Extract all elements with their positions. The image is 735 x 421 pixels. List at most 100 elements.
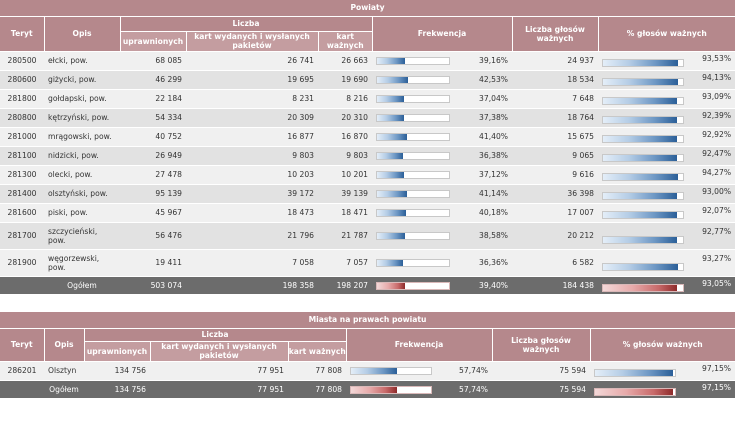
cell-teryt: 281900 <box>0 249 44 277</box>
header-pct-waznych: % głosów ważnych <box>598 16 735 52</box>
cell-frekwencja: 57,74% <box>436 361 492 381</box>
cell-kart-wydanych: 20 309 <box>186 108 318 128</box>
cell-glosow-waznych: 9 616 <box>512 165 598 185</box>
cell-pct: 92,92% <box>702 130 732 139</box>
header-glosow-waznych: Liczba głosów ważnych <box>512 16 599 52</box>
header-frekwencja: Frekwencja <box>372 16 513 52</box>
m-total-kart-waznych: 77 808 <box>288 380 346 398</box>
cell-kart-waznych: 19 690 <box>318 70 372 90</box>
cell-kart-wydanych: 18 473 <box>186 203 318 223</box>
cell-kart-waznych: 77 808 <box>288 361 346 381</box>
cell-frekwencja: 41,40% <box>454 127 512 147</box>
cell-teryt: 281400 <box>0 184 44 204</box>
cell-opis: gołdapski, pow. <box>44 89 120 109</box>
m-header-pct-waznych: % głosów ważnych <box>590 328 735 362</box>
pct-bar <box>602 154 684 162</box>
table-row: 281600 piski, pow. 45 967 18 473 18 471 40,18… <box>0 203 735 223</box>
cell-glosow-waznych: 36 398 <box>512 184 598 204</box>
cell-kart-waznych: 18 471 <box>318 203 372 223</box>
frekwencja-bar <box>376 171 450 179</box>
cell-glosow-waznych: 6 582 <box>512 249 598 277</box>
cell-kart-waznych: 21 787 <box>318 222 372 250</box>
cell-pct: 92,47% <box>702 149 732 158</box>
table-row: 280800 kętrzyński, pow. 54 334 20 309 20 310… <box>0 108 735 128</box>
powiaty-title: Powiaty <box>0 0 735 17</box>
cell-frekwencja: 38,58% <box>454 222 512 250</box>
cell-kart-waznych: 7 057 <box>318 249 372 277</box>
cell-teryt: 280500 <box>0 51 44 71</box>
cell-frekwencja: 41,14% <box>454 184 512 204</box>
cell-glosow-waznych: 9 065 <box>512 146 598 166</box>
frekwencja-bar <box>376 57 450 65</box>
cell-pct: 93,00% <box>702 187 732 196</box>
cell-opis: kętrzyński, pow. <box>44 108 120 128</box>
cell-opis: węgorzewski, pow. <box>44 249 120 277</box>
cell-uprawnionych: 56 476 <box>120 222 186 250</box>
cell-kart-wydanych: 9 803 <box>186 146 318 166</box>
cell-uprawnionych: 68 085 <box>120 51 186 71</box>
table-row: 280600 giżycki, pow. 46 299 19 695 19 690 42,… <box>0 70 735 90</box>
cell-frekwencja: 36,36% <box>454 249 512 277</box>
cell-kart-wydanych: 21 796 <box>186 222 318 250</box>
cell-glosow-waznych: 24 937 <box>512 51 598 71</box>
table-row: 281700 szczycieński, pow. 56 476 21 796 21 7… <box>0 222 735 250</box>
cell-glosow-waznych: 75 594 <box>492 361 590 381</box>
cell-opis: nidzicki, pow. <box>44 146 120 166</box>
cell-pct: 94,13% <box>702 73 732 82</box>
cell-uprawnionych: 134 756 <box>84 361 150 381</box>
m-total-glosow-waznych: 75 594 <box>492 380 590 398</box>
cell-frekwencja: 36,38% <box>454 146 512 166</box>
header-opis: Opis <box>44 16 121 52</box>
pct-bar <box>602 236 684 244</box>
cell-kart-wydanych: 26 741 <box>186 51 318 71</box>
cell-kart-waznych: 16 870 <box>318 127 372 147</box>
cell-opis: olecki, pow. <box>44 165 120 185</box>
cell-opis: mrągowski, pow. <box>44 127 120 147</box>
cell-uprawnionych: 95 139 <box>120 184 186 204</box>
table-row: 281400 olsztyński, pow. 95 139 39 172 39 139… <box>0 184 735 204</box>
m-header-liczba: Liczba <box>84 328 347 342</box>
cell-frekwencja: 42,53% <box>454 70 512 90</box>
powiaty-table: Powiaty Teryt Opis Liczba Frekwencja Lic… <box>0 0 735 294</box>
frekwencja-bar <box>376 259 450 267</box>
cell-pct: 92,77% <box>702 227 732 236</box>
table-row: 281000 mrągowski, pow. 40 752 16 877 16 870 4… <box>0 127 735 147</box>
m-header-glosow-waznych: Liczba głosów ważnych <box>492 328 591 362</box>
cell-uprawnionych: 19 411 <box>120 249 186 277</box>
cell-kart-wydanych: 10 203 <box>186 165 318 185</box>
cell-frekwencja: 37,04% <box>454 89 512 109</box>
pct-bar <box>602 78 684 86</box>
cell-kart-wydanych: 8 231 <box>186 89 318 109</box>
cell-frekwencja: 37,38% <box>454 108 512 128</box>
cell-kart-waznych: 39 139 <box>318 184 372 204</box>
m-total-frekwencja: 57,74% <box>436 380 492 398</box>
pct-bar <box>602 97 684 105</box>
m-total-frekwencja-bar <box>350 385 432 394</box>
cell-kart-waznych: 26 663 <box>318 51 372 71</box>
cell-teryt: 281100 <box>0 146 44 166</box>
frekwencja-bar <box>376 209 450 217</box>
cell-glosow-waznych: 7 648 <box>512 89 598 109</box>
cell-pct: 97,15% <box>702 364 731 373</box>
m-header-opis: Opis <box>44 328 85 362</box>
total-label: Ogółem <box>44 276 120 294</box>
cell-uprawnionych: 40 752 <box>120 127 186 147</box>
total-glosow-waznych: 184 438 <box>512 276 598 294</box>
cell-teryt: 281700 <box>0 222 44 250</box>
cell-kart-waznych: 20 310 <box>318 108 372 128</box>
cell-opis: Olsztyn <box>44 361 84 381</box>
cell-opis: olsztyński, pow. <box>44 184 120 204</box>
total-pct-bar <box>602 283 684 292</box>
total-kart-wydanych: 198 358 <box>186 276 318 294</box>
m-header-frekwencja: Frekwencja <box>346 328 493 362</box>
table-row: 281900 węgorzewski, pow. 19 411 7 058 7 057 3… <box>0 249 735 277</box>
cell-uprawnionych: 46 299 <box>120 70 186 90</box>
m-header-uprawnionych: uprawnionych <box>84 341 151 362</box>
cell-kart-wydanych: 16 877 <box>186 127 318 147</box>
cell-pct: 92,07% <box>702 206 732 215</box>
frekwencja-bar <box>350 367 432 375</box>
table-row: 281800 gołdapski, pow. 22 184 8 231 8 216 37,… <box>0 89 735 109</box>
miasta-total-row: Ogółem 134 756 77 951 77 808 57,74% 75 5… <box>0 380 735 398</box>
cell-frekwencja: 39,16% <box>454 51 512 71</box>
frekwencja-bar <box>376 76 450 84</box>
